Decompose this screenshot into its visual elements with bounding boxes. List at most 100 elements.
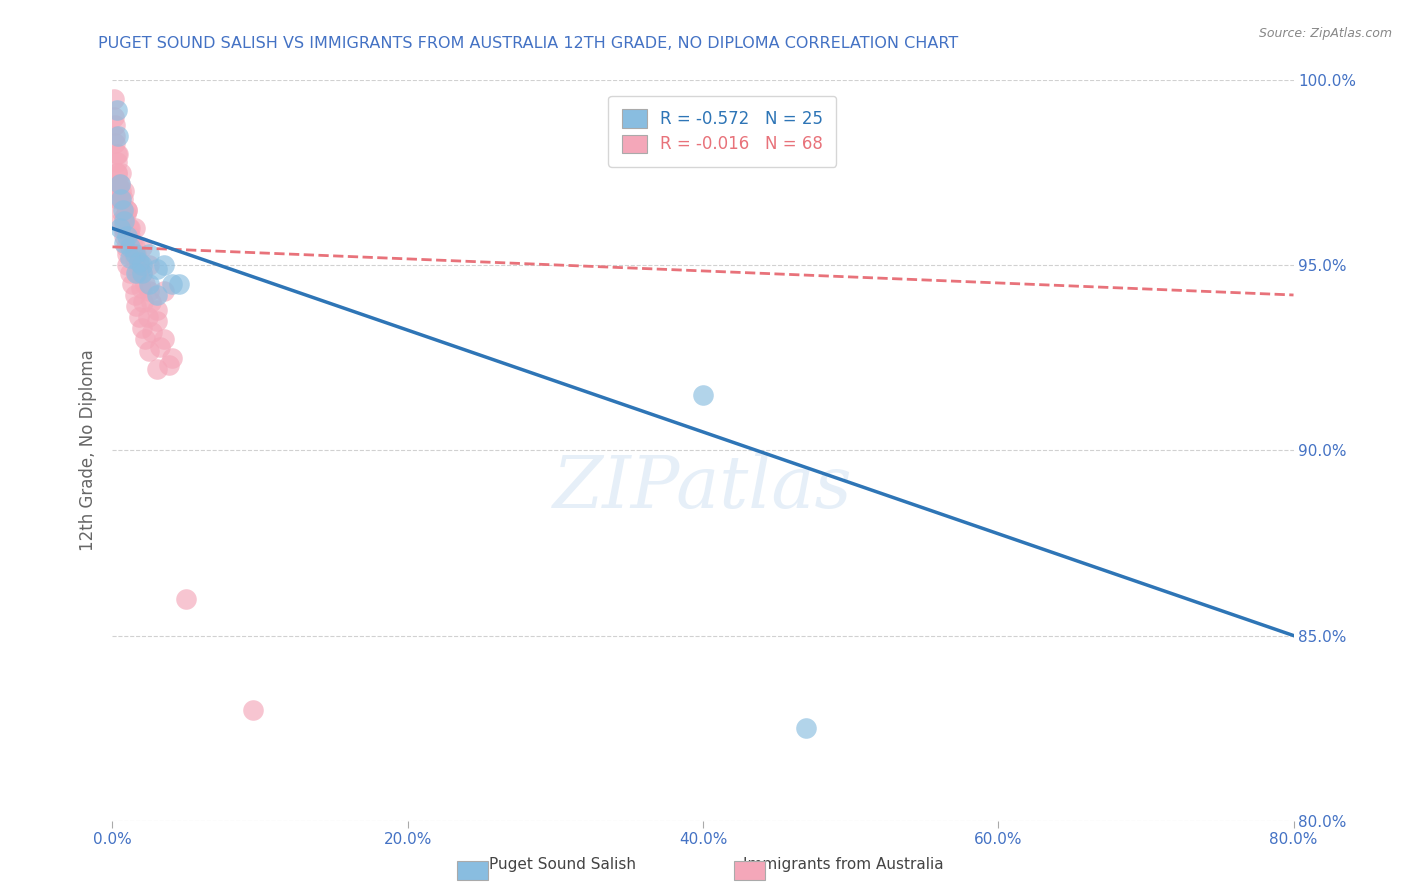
Point: [125, 299, 148, 313]
Point: [160, 277, 183, 291]
Point: [128, 310, 150, 325]
Point: [124, 251, 146, 265]
Point: [112, 214, 135, 228]
Point: [107, 147, 129, 161]
Point: [138, 258, 160, 272]
Point: [105, 103, 128, 117]
Text: Immigrants from Australia: Immigrants from Australia: [744, 857, 943, 872]
Text: Puget Sound Salish: Puget Sound Salish: [489, 857, 636, 872]
Point: [131, 266, 153, 280]
Point: [146, 302, 169, 317]
Point: [117, 202, 138, 217]
Point: [114, 206, 136, 220]
Point: [108, 202, 131, 217]
Point: [105, 166, 128, 180]
Point: [110, 192, 132, 206]
Point: [111, 221, 134, 235]
Point: [118, 221, 141, 235]
Point: [103, 92, 125, 106]
Point: [153, 258, 176, 272]
Legend: R = -0.572   N = 25, R = -0.016   N = 68: R = -0.572 N = 25, R = -0.016 N = 68: [609, 96, 837, 167]
Y-axis label: 12th Grade, No Diploma: 12th Grade, No Diploma: [79, 350, 97, 551]
Point: [127, 266, 149, 280]
Point: [692, 388, 714, 402]
Point: [107, 128, 129, 143]
Point: [120, 221, 142, 235]
Point: [242, 702, 264, 716]
Point: [174, 591, 197, 606]
Point: [160, 351, 183, 365]
Point: [111, 192, 134, 206]
Point: [112, 211, 135, 225]
Point: [104, 136, 127, 151]
Point: [107, 192, 129, 206]
Point: [157, 359, 180, 373]
Point: [103, 110, 125, 124]
Point: [110, 166, 132, 180]
Point: [124, 221, 146, 235]
Point: [108, 177, 131, 191]
Point: [124, 288, 146, 302]
Point: [146, 288, 169, 302]
Point: [132, 295, 155, 310]
Point: [117, 228, 138, 243]
Point: [146, 362, 169, 376]
Point: [146, 314, 169, 328]
Point: [124, 240, 146, 254]
Point: [107, 177, 129, 191]
Point: [112, 184, 135, 198]
Point: [136, 310, 159, 325]
Point: [107, 184, 129, 198]
Point: [131, 258, 153, 272]
Point: [138, 343, 160, 358]
Point: [117, 202, 138, 217]
Point: [121, 236, 143, 251]
Point: [134, 332, 156, 346]
Point: [112, 236, 135, 251]
Point: [131, 266, 153, 280]
Point: [131, 240, 153, 254]
Point: [128, 254, 150, 268]
Point: [104, 118, 127, 132]
Point: [121, 277, 143, 291]
Point: [120, 251, 142, 265]
Text: PUGET SOUND SALISH VS IMMIGRANTS FROM AUSTRALIA 12TH GRADE, NO DIPLOMA CORRELATI: PUGET SOUND SALISH VS IMMIGRANTS FROM AU…: [98, 36, 959, 51]
Point: [134, 277, 156, 291]
Text: ZIPatlas: ZIPatlas: [553, 452, 853, 523]
Point: [120, 266, 142, 280]
Point: [117, 258, 138, 272]
Point: [110, 184, 132, 198]
Point: [114, 240, 136, 254]
Point: [149, 340, 172, 354]
Point: [108, 192, 131, 206]
Point: [105, 166, 128, 180]
Point: [138, 285, 160, 299]
Point: [111, 202, 134, 217]
Point: [139, 295, 162, 310]
Point: [131, 321, 153, 335]
Point: [128, 258, 150, 272]
Point: [110, 214, 132, 228]
Point: [125, 247, 148, 261]
Point: [120, 228, 142, 243]
Point: [108, 221, 131, 235]
Point: [105, 147, 128, 161]
Point: [153, 332, 176, 346]
Point: [129, 280, 152, 294]
Point: [141, 325, 163, 339]
Point: [153, 285, 176, 299]
Point: [117, 247, 138, 261]
Point: [125, 266, 148, 280]
Point: [104, 128, 127, 143]
Point: [796, 721, 818, 735]
Text: Source: ZipAtlas.com: Source: ZipAtlas.com: [1258, 27, 1392, 40]
Point: [112, 228, 135, 243]
Point: [138, 277, 160, 291]
Point: [138, 247, 160, 261]
Point: [124, 247, 146, 261]
Point: [146, 262, 169, 277]
Point: [120, 240, 142, 254]
Point: [167, 277, 190, 291]
Point: [108, 177, 131, 191]
Point: [105, 154, 128, 169]
